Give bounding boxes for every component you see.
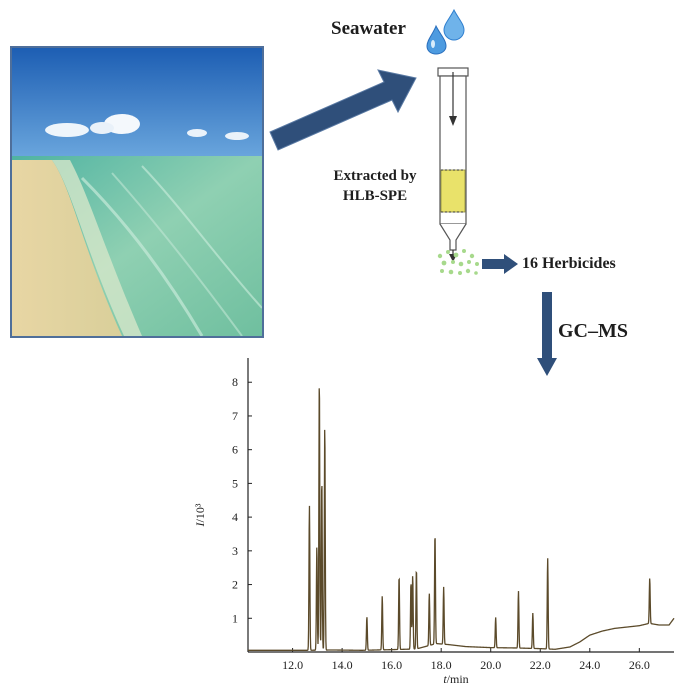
x-tick-label: 12.0 bbox=[282, 658, 303, 672]
x-tick-label: 16.0 bbox=[381, 658, 402, 672]
y-tick-label: 2 bbox=[232, 578, 238, 592]
extraction-label-line2: HLB-SPE bbox=[342, 188, 408, 204]
x-tick-label: 18.0 bbox=[431, 658, 452, 672]
gcms-label: GC–MS bbox=[558, 320, 628, 342]
chart-axes bbox=[247, 358, 674, 653]
water-droplet-icon bbox=[426, 8, 465, 55]
x-tick-label: 26.0 bbox=[629, 658, 650, 672]
beach-scene-image bbox=[12, 48, 262, 336]
y-tick-label: 8 bbox=[232, 375, 238, 389]
x-axis-ticks: 12.0 14.0 16.0 18.0 20.0 22.0 24.0 26.0 bbox=[282, 648, 650, 672]
x-tick-label: 22.0 bbox=[530, 658, 551, 672]
extraction-label-line1: Extracted by bbox=[333, 168, 417, 184]
x-tick-label: 14.0 bbox=[332, 658, 353, 672]
gcms-down-arrow bbox=[537, 292, 557, 376]
x-axis-label: t/min bbox=[443, 672, 468, 686]
herbicide-particles-icon bbox=[437, 249, 479, 275]
to-herbicides-arrow bbox=[482, 254, 518, 274]
extraction-label: Extracted by HLB-SPE bbox=[312, 166, 438, 206]
y-tick-label: 5 bbox=[232, 476, 238, 490]
y-tick-label: 7 bbox=[232, 409, 238, 423]
y-tick-label: 4 bbox=[232, 510, 238, 524]
y-tick-label: 3 bbox=[232, 544, 238, 558]
y-tick-label: 6 bbox=[232, 443, 238, 457]
y-axis-label: I/10³ bbox=[193, 503, 207, 527]
x-tick-label: 24.0 bbox=[579, 658, 600, 672]
herbicides-label: 16 Herbicides bbox=[522, 255, 616, 272]
seawater-photo bbox=[10, 46, 264, 338]
y-axis-ticks: 1 2 3 4 5 6 7 8 bbox=[232, 375, 252, 625]
x-tick-label: 20.0 bbox=[480, 658, 501, 672]
seawater-label: Seawater bbox=[331, 18, 406, 39]
photo-to-cartridge-arrow bbox=[269, 69, 417, 151]
y-tick-label: 1 bbox=[232, 611, 238, 625]
chromatogram-trace bbox=[248, 388, 675, 651]
chromatogram-chart: 1 2 3 4 5 6 7 8 12.0 14.0 16.0 18.0 20.0 22.0 24.0 26.… bbox=[193, 358, 675, 686]
